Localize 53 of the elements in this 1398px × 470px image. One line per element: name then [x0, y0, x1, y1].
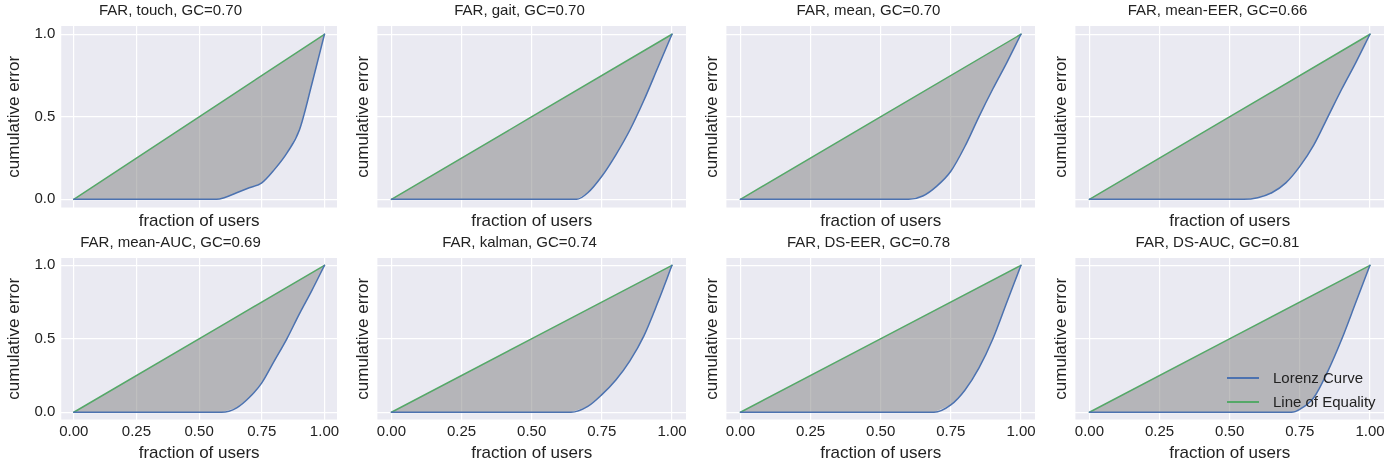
legend-label: Lorenz Curve — [1273, 367, 1364, 388]
x-tick-label: 0.25 — [795, 421, 826, 439]
y-axis-title: cumulative error — [352, 277, 372, 400]
x-tick-label: 0.00 — [725, 421, 756, 439]
chart-title: FAR, kalman, GC=0.74 — [442, 233, 597, 251]
y-tick-label: 0.5 — [34, 106, 56, 124]
line-series — [73, 33, 326, 201]
y-axis-title: cumulative error — [701, 55, 721, 178]
x-axis-title: fraction of users — [1169, 211, 1291, 231]
x-tick-label: 0.75 — [1285, 421, 1315, 439]
y-axis-title: cumulative error — [1050, 277, 1070, 400]
y-axis-title: cumulative error — [3, 55, 23, 178]
x-tick-label: 0.25 — [446, 421, 477, 439]
x-tick-label: 0.25 — [1144, 421, 1175, 439]
x-axis-title: fraction of users — [820, 443, 942, 463]
y-axis-title: cumulative error — [3, 277, 23, 400]
y-tick-label: 0.5 — [34, 328, 56, 346]
y-tick-label: 0.0 — [34, 189, 56, 207]
y-axis-title: cumulative error — [1050, 55, 1070, 178]
x-axis-title: fraction of users — [138, 211, 260, 231]
x-tick-label: 1.00 — [1006, 421, 1036, 439]
x-tick-label: 0.25 — [121, 421, 152, 439]
x-tick-label: 0.50 — [517, 421, 547, 439]
line-series — [73, 264, 326, 414]
x-tick-label: 1.00 — [1355, 421, 1385, 439]
x-tick-label: 0.00 — [1074, 421, 1105, 439]
x-axis-title: fraction of users — [471, 211, 593, 231]
x-tick-label: 0.50 — [184, 421, 214, 439]
x-tick-label: 0.75 — [587, 421, 617, 439]
x-axis-title: fraction of users — [471, 443, 593, 463]
chart-title: FAR, mean, GC=0.70 — [796, 1, 941, 19]
chart-title: FAR, DS-AUC, GC=0.81 — [1135, 233, 1300, 251]
x-tick-label: 0.00 — [376, 421, 407, 439]
x-axis-title: fraction of users — [820, 211, 942, 231]
x-tick-label: 1.00 — [309, 421, 340, 439]
x-tick-label: 0.75 — [936, 421, 966, 439]
x-tick-label: 1.00 — [657, 421, 687, 439]
chart-title: FAR, gait, GC=0.70 — [454, 1, 585, 19]
x-tick-label: 0.00 — [59, 421, 89, 439]
x-tick-label: 0.50 — [1215, 421, 1245, 439]
y-axis-title: cumulative error — [701, 277, 721, 400]
x-axis-title: fraction of users — [138, 443, 260, 463]
chart-title: FAR, DS-EER, GC=0.78 — [787, 233, 950, 251]
chart-title: FAR, mean-EER, GC=0.66 — [1127, 1, 1308, 19]
chart-title: FAR, touch, GC=0.70 — [99, 1, 242, 19]
x-tick-label: 0.50 — [866, 421, 896, 439]
x-axis-title: fraction of users — [1169, 443, 1291, 463]
y-tick-label: 0.0 — [34, 402, 56, 420]
x-tick-label: 0.75 — [247, 421, 277, 439]
chart-title: FAR, mean-AUC, GC=0.69 — [80, 233, 261, 251]
y-tick-label: 1.0 — [34, 24, 56, 42]
y-tick-label: 1.0 — [34, 255, 56, 273]
y-axis-title: cumulative error — [352, 55, 372, 178]
